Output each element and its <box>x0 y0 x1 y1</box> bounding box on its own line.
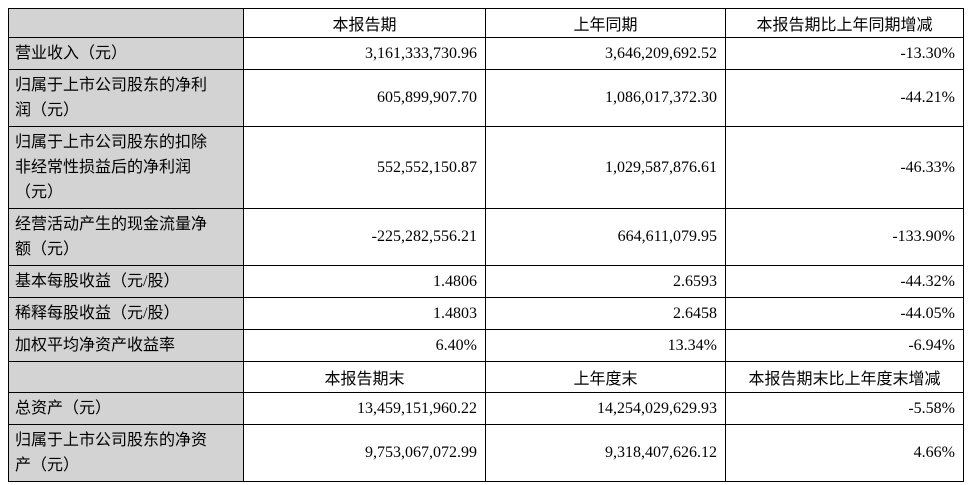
row-label: 加权平均净资产收益率 <box>8 329 244 362</box>
row-label: 归属于上市公司股东的净资产（元） <box>8 424 244 482</box>
financial-summary-table: 本报告期 上年同期 本报告期比上年同期增减 营业收入（元） 3,161,333,… <box>8 8 964 482</box>
column-header-period-change: 本报告期比上年同期增减 <box>725 8 964 38</box>
table-row-basic-eps: 基本每股收益（元/股） 1.4806 2.6593 -44.32% <box>8 265 964 298</box>
column-header-prior-year-end: 上年度末 <box>485 361 726 393</box>
row-label: 稀释每股收益（元/股） <box>8 297 244 330</box>
table-row-net-assets: 归属于上市公司股东的净资产（元） 9,753,067,072.99 9,318,… <box>8 424 964 482</box>
cell-change-value: -13.30% <box>725 37 964 70</box>
cell-change-value: -133.90% <box>725 208 964 266</box>
column-header-current-period-end: 本报告期末 <box>243 361 486 393</box>
cell-prior-value: 14,254,029,629.93 <box>485 392 726 425</box>
cell-change-value: -44.05% <box>725 297 964 330</box>
cell-current-value: 9,753,067,072.99 <box>243 424 486 482</box>
column-header-period-end-change: 本报告期末比上年度末增减 <box>725 361 964 393</box>
header-empty-cell <box>8 361 244 393</box>
cell-current-value: 552,552,150.87 <box>243 126 486 209</box>
cell-change-value: 4.66% <box>725 424 964 482</box>
cell-current-value: 1.4806 <box>243 265 486 298</box>
cell-current-value: 605,899,907.70 <box>243 69 486 127</box>
cell-prior-value: 3,646,209,692.52 <box>485 37 726 70</box>
cell-prior-value: 664,611,079.95 <box>485 208 726 266</box>
row-label: 归属于上市公司股东的扣除非经常性损益后的净利润（元） <box>8 126 244 209</box>
cell-current-value: 1.4803 <box>243 297 486 330</box>
row-label: 归属于上市公司股东的净利润（元） <box>8 69 244 127</box>
period-end-header-row: 本报告期末 上年度末 本报告期末比上年度末增减 <box>8 361 964 393</box>
table-row-net-profit-excl-nonrecurring: 归属于上市公司股东的扣除非经常性损益后的净利润（元） 552,552,150.8… <box>8 126 964 209</box>
cell-current-value: 6.40% <box>243 329 486 362</box>
cell-prior-value: 9,318,407,626.12 <box>485 424 726 482</box>
cell-prior-value: 2.6593 <box>485 265 726 298</box>
cell-change-value: -5.58% <box>725 392 964 425</box>
cell-current-value: 13,459,151,960.22 <box>243 392 486 425</box>
cell-current-value: 3,161,333,730.96 <box>243 37 486 70</box>
cell-prior-value: 2.6458 <box>485 297 726 330</box>
table-row-operating-revenue: 营业收入（元） 3,161,333,730.96 3,646,209,692.5… <box>8 37 964 70</box>
header-empty-cell <box>8 8 244 38</box>
row-label: 总资产（元） <box>8 392 244 425</box>
cell-prior-value: 1,029,587,876.61 <box>485 126 726 209</box>
cell-change-value: -6.94% <box>725 329 964 362</box>
cell-change-value: -46.33% <box>725 126 964 209</box>
column-header-prior-period: 上年同期 <box>485 8 726 38</box>
column-header-current-period: 本报告期 <box>243 8 486 38</box>
table-row-diluted-eps: 稀释每股收益（元/股） 1.4803 2.6458 -44.05% <box>8 297 964 330</box>
cell-change-value: -44.32% <box>725 265 964 298</box>
row-label: 经营活动产生的现金流量净额（元） <box>8 208 244 266</box>
row-label: 基本每股收益（元/股） <box>8 265 244 298</box>
table-row-operating-cash-flow: 经营活动产生的现金流量净额（元） -225,282,556.21 664,611… <box>8 208 964 266</box>
cell-change-value: -44.21% <box>725 69 964 127</box>
cell-prior-value: 13.34% <box>485 329 726 362</box>
table-row-total-assets: 总资产（元） 13,459,151,960.22 14,254,029,629.… <box>8 392 964 425</box>
cell-prior-value: 1,086,017,372.30 <box>485 69 726 127</box>
cell-current-value: -225,282,556.21 <box>243 208 486 266</box>
row-label: 营业收入（元） <box>8 37 244 70</box>
period-header-row: 本报告期 上年同期 本报告期比上年同期增减 <box>8 8 964 38</box>
table-row-net-profit: 归属于上市公司股东的净利润（元） 605,899,907.70 1,086,01… <box>8 69 964 127</box>
table-row-weighted-avg-roe: 加权平均净资产收益率 6.40% 13.34% -6.94% <box>8 329 964 362</box>
